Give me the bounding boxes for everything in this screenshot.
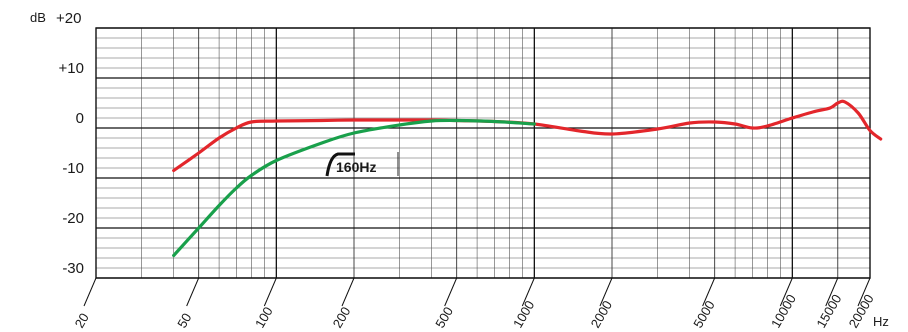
x-tick-leader — [779, 277, 793, 307]
x-tick-label: 1000 — [510, 298, 537, 331]
x-tick-leader — [186, 277, 200, 307]
x-tick-label: 15000 — [813, 292, 844, 331]
filter-annotation: 160Hz — [325, 152, 399, 177]
y-tick-label: -30 — [62, 260, 84, 277]
x-tick-leader — [825, 277, 839, 307]
major-grid — [96, 27, 870, 279]
high-pass-filter-icon — [325, 152, 355, 177]
y-tick-label: +10 — [59, 60, 84, 77]
plot-frame — [95, 27, 871, 279]
x-tick-leader — [599, 277, 613, 307]
x-tick-label: 500 — [432, 304, 456, 330]
x-tick-label: 20 — [72, 310, 92, 330]
x-tick-leader — [263, 277, 277, 307]
x-tick-leader — [857, 277, 871, 307]
y-axis-unit: dB — [30, 10, 46, 25]
filter-annotation-label: 160Hz — [336, 159, 376, 175]
x-tick-labels: 20 50 100 200 500 1000 2000 5000 10000 15000 20000 — [72, 277, 877, 331]
x-tick-leader — [444, 277, 458, 307]
x-axis-unit: Hz — [873, 314, 889, 329]
series-layer — [172, 99, 883, 258]
x-tick-leader — [341, 277, 355, 307]
x-tick-label: 2000 — [588, 298, 615, 331]
x-tick-leader — [521, 277, 535, 307]
plot-border — [95, 27, 871, 279]
x-tick-label: 50 — [174, 310, 194, 330]
minor-grid — [95, 28, 871, 278]
series-line-0 — [172, 99, 883, 173]
x-tick-leader — [702, 277, 716, 307]
y-tick-label: -10 — [62, 160, 84, 177]
y-tick-label: 0 — [76, 110, 84, 127]
x-tick-leader — [83, 277, 97, 307]
y-tick-labels: +20 +10 0 -10 -20 -30 — [56, 10, 84, 277]
y-tick-label: +20 — [56, 10, 81, 27]
x-tick-label: 100 — [252, 304, 276, 330]
y-tick-label: -20 — [62, 210, 84, 227]
x-tick-label: 10000 — [768, 292, 799, 331]
series-line-1 — [172, 118, 536, 258]
x-tick-label: 5000 — [690, 298, 717, 331]
x-tick-label: 200 — [330, 304, 354, 330]
